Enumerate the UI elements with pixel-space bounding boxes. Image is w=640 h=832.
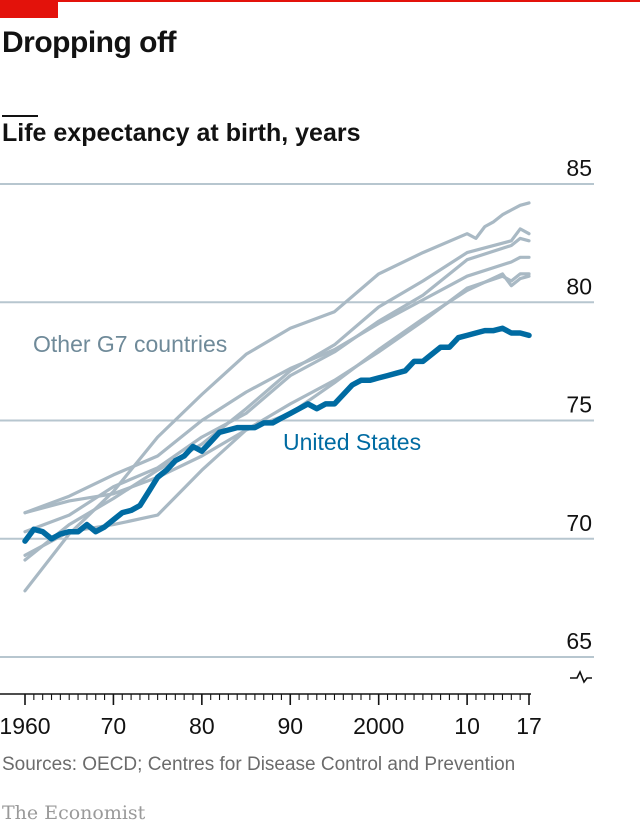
series-line-italy xyxy=(23,227,531,562)
x-axis: 1960 70 80 90 2000 10 17 xyxy=(0,693,542,739)
axis-break-icon xyxy=(570,670,592,684)
x-tick-label-1970: 70 xyxy=(101,713,127,739)
series-line-france xyxy=(23,236,531,534)
series-line-germany xyxy=(23,272,531,557)
x-tick-label-2000: 2000 xyxy=(353,713,404,739)
x-tick-label-2010: 10 xyxy=(454,713,480,739)
y-tick-label-85: 85 xyxy=(566,155,592,181)
y-tick-label-65: 65 xyxy=(566,628,592,654)
x-tick-label-1980: 80 xyxy=(189,713,215,739)
us-annotation: United States xyxy=(283,429,421,455)
y-tick-label-70: 70 xyxy=(566,510,592,536)
us-series-line xyxy=(22,325,532,544)
series-line-united-states xyxy=(22,325,532,544)
y-tick-labels: 65 70 75 80 85 xyxy=(566,155,592,654)
series-line-britain xyxy=(23,272,531,515)
top-accent-rule xyxy=(0,0,640,2)
x-tick-label-1960: 1960 xyxy=(0,713,51,739)
chart-subtitle: Life expectancy at birth, years xyxy=(2,119,361,147)
series-line-canada xyxy=(23,255,531,515)
line-chart: 65 70 75 80 85 1960 70 80 90 2000 10 17 Other G7 c… xyxy=(0,155,594,739)
g7-annotation: Other G7 countries xyxy=(33,331,227,357)
source-note: Sources: OECD; Centres for Disease Contr… xyxy=(2,754,516,775)
g7-series-lines xyxy=(23,201,531,593)
red-tag xyxy=(0,0,58,18)
economist-logo: The Economist xyxy=(2,802,146,824)
y-tick-label-80: 80 xyxy=(566,273,592,299)
x-tick-label-1990: 90 xyxy=(277,713,303,739)
subtitle-rule xyxy=(2,115,38,117)
gridlines xyxy=(0,183,594,658)
y-tick-label-75: 75 xyxy=(566,392,592,418)
chart-title: Dropping off xyxy=(2,26,176,59)
x-tick-label-2017: 17 xyxy=(516,713,542,739)
series-line-japan xyxy=(23,201,531,593)
